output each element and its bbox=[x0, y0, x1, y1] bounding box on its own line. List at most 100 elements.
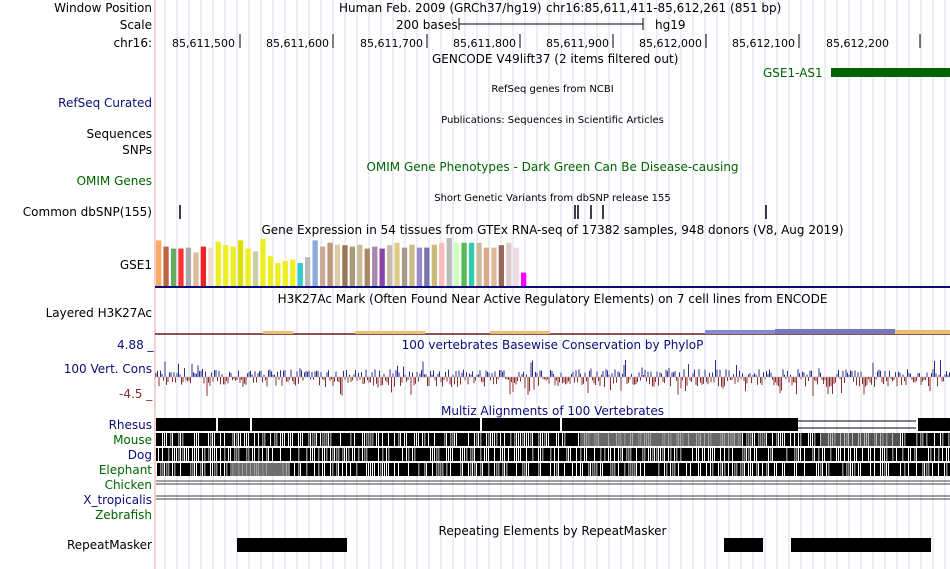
refseq-track-label[interactable]: RefSeq Curated bbox=[58, 96, 152, 110]
alignment-mismatch bbox=[758, 433, 760, 446]
publications-track-title: Publications: Sequences in Scientific Ar… bbox=[441, 115, 664, 126]
alignment-mismatch bbox=[444, 433, 446, 446]
alignment-mismatch bbox=[308, 433, 310, 446]
alignment-mismatch bbox=[654, 448, 655, 461]
alignment-mismatch bbox=[504, 433, 505, 446]
gtex-gene-label[interactable]: GSE1 bbox=[119, 258, 152, 272]
alignment-mismatch bbox=[710, 448, 711, 461]
gtex-tissue-bar bbox=[454, 242, 460, 286]
alignment-mismatch bbox=[884, 448, 885, 461]
alignment-mismatch bbox=[846, 463, 848, 476]
alignment-mismatch bbox=[254, 448, 255, 461]
alignment-mismatch bbox=[740, 463, 742, 476]
species-label-dog[interactable]: Dog bbox=[127, 448, 152, 462]
species-label-rhesus[interactable]: Rhesus bbox=[108, 418, 152, 432]
alignment-mismatch bbox=[710, 463, 711, 476]
alignment-mismatch bbox=[782, 463, 783, 476]
dbsnp-variants[interactable] bbox=[179, 205, 767, 219]
alignment-mismatch bbox=[736, 463, 738, 476]
alignment-mismatch bbox=[346, 463, 347, 476]
alignment-mismatch bbox=[538, 433, 540, 446]
alignment-mismatch bbox=[634, 463, 636, 476]
snps-track-label[interactable]: SNPs bbox=[122, 143, 152, 157]
alignment-mismatch bbox=[380, 463, 382, 476]
gtex-expression-bars[interactable] bbox=[156, 238, 527, 286]
repeatmasker-track-label[interactable]: RepeatMasker bbox=[66, 538, 152, 552]
alignment-mismatch bbox=[658, 448, 659, 461]
alignment-mismatch bbox=[306, 463, 308, 476]
alignment-mismatch bbox=[488, 433, 490, 446]
gtex-tissue-bar bbox=[394, 242, 400, 286]
multiz-alignment-rows[interactable] bbox=[156, 418, 950, 500]
alignment-mismatch bbox=[914, 448, 916, 461]
phylop-conservation-plot[interactable] bbox=[155, 359, 950, 397]
alignment-mismatch bbox=[178, 448, 180, 461]
alignment-mismatch bbox=[196, 463, 197, 476]
alignment-mismatch bbox=[520, 448, 521, 461]
species-label-mouse[interactable]: Mouse bbox=[113, 433, 152, 447]
alignment-mismatch bbox=[468, 433, 469, 446]
alignment-mismatch bbox=[314, 433, 316, 446]
alignment-mismatch bbox=[610, 448, 611, 461]
alignment-mismatch bbox=[636, 448, 637, 461]
species-label-elephant[interactable]: Elephant bbox=[98, 463, 152, 477]
alignment-mismatch bbox=[882, 448, 883, 461]
alignment-mismatch bbox=[280, 433, 281, 446]
alignment-mismatch bbox=[364, 433, 365, 446]
alignment-mismatch bbox=[318, 448, 320, 461]
h3k27ac-track-label[interactable]: Layered H3K27Ac bbox=[45, 306, 152, 320]
alignment-mismatch bbox=[718, 463, 719, 476]
alignment-mismatch bbox=[210, 433, 212, 446]
alignment-mismatch bbox=[446, 448, 447, 461]
alignment-mismatch bbox=[942, 448, 943, 461]
gse1-as1-gene-label[interactable]: GSE1-AS1 bbox=[763, 66, 823, 80]
alignment-mismatch bbox=[474, 448, 475, 461]
alignment-mismatch bbox=[550, 448, 552, 461]
alignment-mismatch bbox=[674, 448, 675, 461]
alignment-mismatch bbox=[366, 433, 368, 446]
alignment-mismatch bbox=[162, 433, 163, 446]
alignment-mismatch bbox=[658, 463, 660, 476]
alignment-mismatch bbox=[516, 433, 517, 446]
h3k27ac-signal[interactable] bbox=[155, 329, 950, 335]
alignment-mismatch bbox=[388, 433, 389, 446]
alignment-mismatch bbox=[502, 463, 504, 476]
alignment-mismatch bbox=[220, 463, 221, 476]
omim-track-label[interactable]: OMIM Genes bbox=[76, 174, 152, 188]
gse1-as1-gene-bar[interactable] bbox=[831, 68, 950, 77]
alignment-mismatch bbox=[366, 448, 368, 461]
alignment-mismatch bbox=[564, 433, 566, 446]
alignment-mismatch bbox=[324, 448, 325, 461]
repeatmasker-elements[interactable] bbox=[237, 538, 931, 552]
alignment-mismatch bbox=[342, 448, 344, 461]
alignment-mismatch bbox=[680, 448, 682, 461]
alignment-mismatch bbox=[630, 463, 632, 476]
ruler-tick-label: 85,611,700 bbox=[360, 37, 423, 50]
alignment-mismatch bbox=[510, 433, 512, 446]
alignment-mismatch bbox=[766, 433, 767, 446]
alignment-mismatch bbox=[300, 433, 301, 446]
dbsnp-track-label[interactable]: Common dbSNP(155) bbox=[22, 205, 152, 219]
alignment-mismatch bbox=[620, 448, 622, 461]
gtex-tissue-bar bbox=[252, 251, 259, 286]
alignment-mismatch bbox=[504, 448, 505, 461]
alignment-mismatch bbox=[486, 433, 487, 446]
alignment-mismatch bbox=[818, 448, 820, 461]
alignment-mismatch bbox=[892, 448, 894, 461]
alignment-mismatch bbox=[526, 433, 527, 446]
publications-track-label[interactable]: Sequences bbox=[86, 127, 152, 141]
alignment-mismatch bbox=[414, 433, 415, 446]
alignment-mismatch bbox=[350, 433, 352, 446]
alignment-mismatch bbox=[880, 448, 881, 461]
gtex-tissue-bar bbox=[506, 242, 512, 286]
alignment-mismatch bbox=[332, 463, 334, 476]
species-label-zebrafish[interactable]: Zebrafish bbox=[95, 508, 152, 522]
alignment-mismatch bbox=[676, 448, 678, 461]
gtex-tissue-bar bbox=[379, 248, 385, 286]
alignment-mismatch bbox=[668, 448, 669, 461]
conservation-track-label[interactable]: 100 Vert. Cons bbox=[63, 362, 152, 376]
alignment-mismatch bbox=[330, 463, 331, 476]
species-label-x-tropicalis[interactable]: X_tropicalis bbox=[83, 493, 152, 507]
species-label-chicken[interactable]: Chicken bbox=[104, 478, 152, 492]
